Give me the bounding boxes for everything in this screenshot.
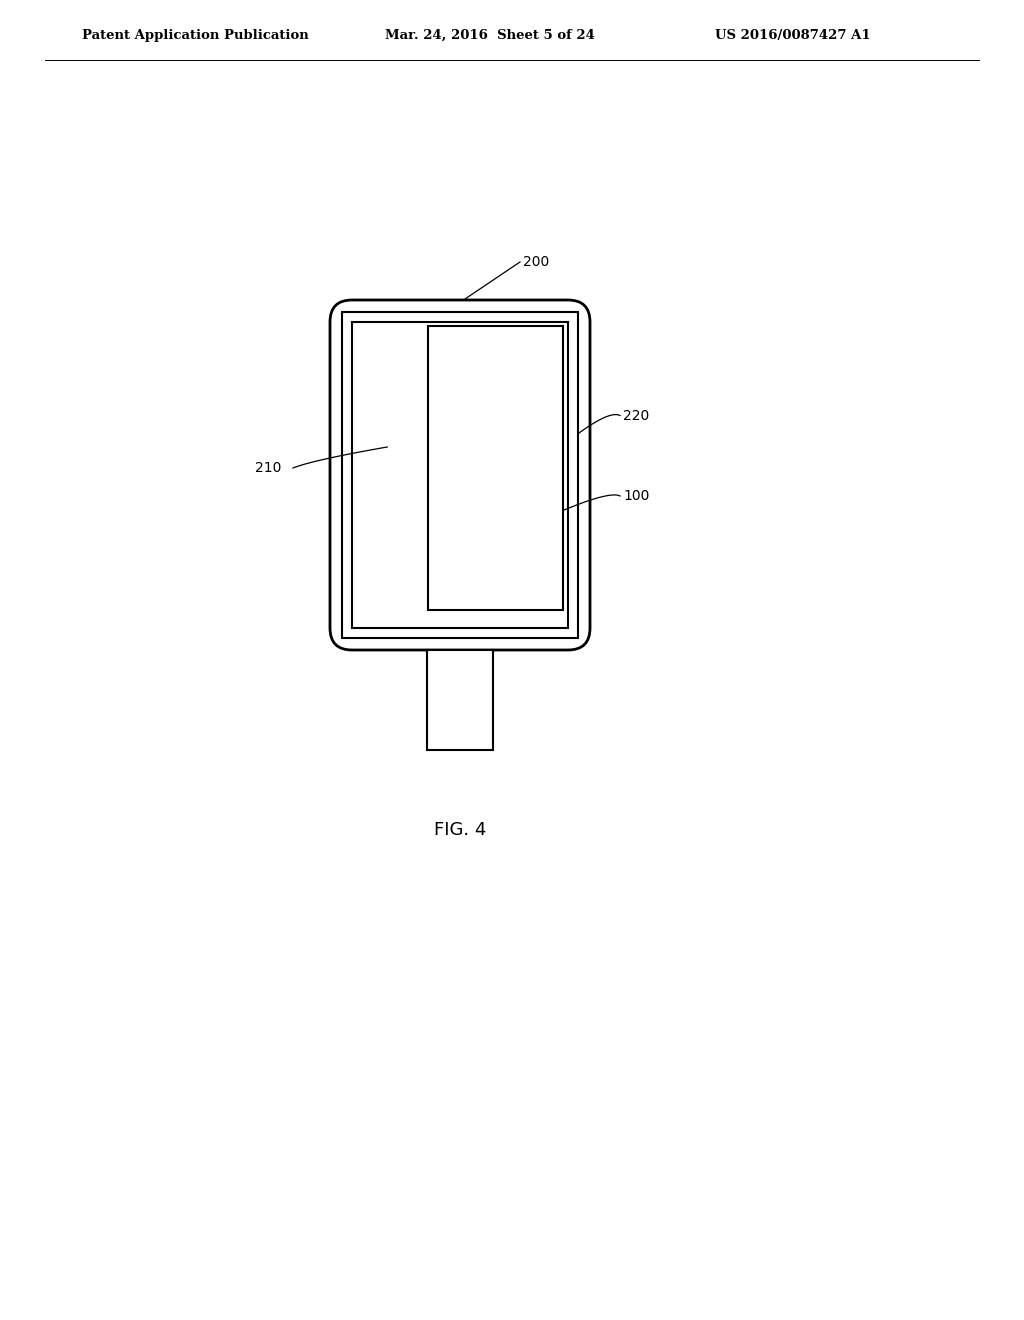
Text: 210: 210 xyxy=(255,461,282,475)
Text: 220: 220 xyxy=(623,408,649,422)
Bar xyxy=(352,322,568,628)
Text: Patent Application Publication: Patent Application Publication xyxy=(82,29,309,41)
Bar xyxy=(342,312,578,638)
Bar xyxy=(428,326,563,610)
Text: 100: 100 xyxy=(623,488,649,503)
Text: 200: 200 xyxy=(523,255,549,269)
Text: FIG. 4: FIG. 4 xyxy=(434,821,486,840)
Bar xyxy=(427,649,493,750)
Text: Mar. 24, 2016  Sheet 5 of 24: Mar. 24, 2016 Sheet 5 of 24 xyxy=(385,29,595,41)
FancyBboxPatch shape xyxy=(330,300,590,649)
Text: US 2016/0087427 A1: US 2016/0087427 A1 xyxy=(715,29,870,41)
